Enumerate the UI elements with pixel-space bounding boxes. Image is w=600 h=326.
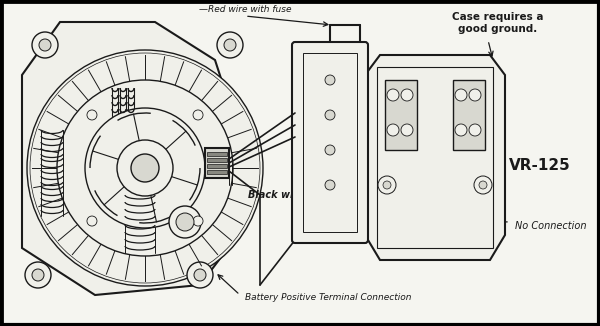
Circle shape: [387, 124, 399, 136]
Text: Case requires a
good ground.: Case requires a good ground.: [452, 12, 544, 34]
Circle shape: [224, 39, 236, 51]
Polygon shape: [22, 22, 228, 295]
Circle shape: [455, 124, 467, 136]
Circle shape: [383, 181, 391, 189]
FancyBboxPatch shape: [207, 170, 227, 174]
Circle shape: [469, 89, 481, 101]
FancyBboxPatch shape: [207, 152, 227, 156]
Text: No Connection: No Connection: [515, 221, 587, 231]
Circle shape: [401, 124, 413, 136]
FancyBboxPatch shape: [453, 80, 485, 150]
Circle shape: [455, 89, 467, 101]
Circle shape: [131, 154, 159, 182]
Circle shape: [193, 216, 203, 226]
Circle shape: [325, 110, 335, 120]
Circle shape: [32, 269, 44, 281]
Circle shape: [325, 180, 335, 190]
Circle shape: [469, 124, 481, 136]
FancyBboxPatch shape: [205, 148, 229, 178]
FancyBboxPatch shape: [385, 80, 417, 150]
Circle shape: [57, 80, 233, 256]
Circle shape: [87, 216, 97, 226]
Circle shape: [479, 181, 487, 189]
Circle shape: [25, 262, 51, 288]
Circle shape: [193, 110, 203, 120]
Circle shape: [217, 32, 243, 58]
FancyBboxPatch shape: [303, 53, 357, 232]
Text: Black wires: Black wires: [248, 190, 311, 200]
Text: —Red wire with fuse: —Red wire with fuse: [199, 5, 291, 14]
FancyBboxPatch shape: [377, 67, 493, 248]
Circle shape: [401, 89, 413, 101]
Circle shape: [325, 145, 335, 155]
Circle shape: [176, 213, 194, 231]
Circle shape: [87, 110, 97, 120]
Circle shape: [378, 176, 396, 194]
Polygon shape: [365, 55, 505, 260]
Circle shape: [169, 206, 201, 238]
Circle shape: [187, 262, 213, 288]
Circle shape: [85, 108, 205, 228]
Text: Battery Positive Terminal Connection: Battery Positive Terminal Connection: [245, 293, 412, 303]
Text: VR-125: VR-125: [509, 157, 571, 172]
Circle shape: [117, 140, 173, 196]
Circle shape: [32, 32, 58, 58]
Circle shape: [194, 269, 206, 281]
Circle shape: [474, 176, 492, 194]
Circle shape: [325, 75, 335, 85]
Circle shape: [387, 89, 399, 101]
Circle shape: [27, 50, 263, 286]
FancyBboxPatch shape: [207, 164, 227, 168]
FancyBboxPatch shape: [292, 42, 368, 243]
Circle shape: [39, 39, 51, 51]
FancyBboxPatch shape: [207, 158, 227, 162]
